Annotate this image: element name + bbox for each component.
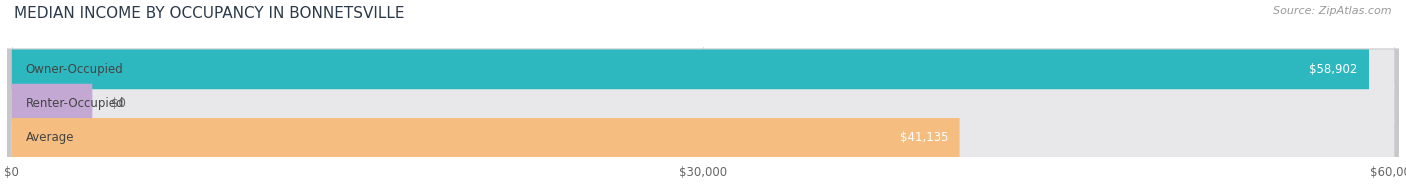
FancyBboxPatch shape: [7, 83, 1399, 125]
FancyBboxPatch shape: [7, 117, 1399, 159]
Text: $0: $0: [111, 97, 125, 110]
FancyBboxPatch shape: [7, 48, 1399, 90]
Text: $58,902: $58,902: [1309, 63, 1358, 76]
Text: Source: ZipAtlas.com: Source: ZipAtlas.com: [1274, 6, 1392, 16]
Text: Average: Average: [25, 132, 75, 144]
FancyBboxPatch shape: [11, 84, 93, 123]
FancyBboxPatch shape: [11, 49, 1369, 89]
FancyBboxPatch shape: [11, 118, 960, 158]
Text: Renter-Occupied: Renter-Occupied: [25, 97, 124, 110]
Text: MEDIAN INCOME BY OCCUPANCY IN BONNETSVILLE: MEDIAN INCOME BY OCCUPANCY IN BONNETSVIL…: [14, 6, 405, 21]
FancyBboxPatch shape: [11, 49, 1395, 89]
Text: Owner-Occupied: Owner-Occupied: [25, 63, 124, 76]
Text: $41,135: $41,135: [900, 132, 948, 144]
FancyBboxPatch shape: [11, 84, 1395, 123]
FancyBboxPatch shape: [11, 118, 1395, 158]
